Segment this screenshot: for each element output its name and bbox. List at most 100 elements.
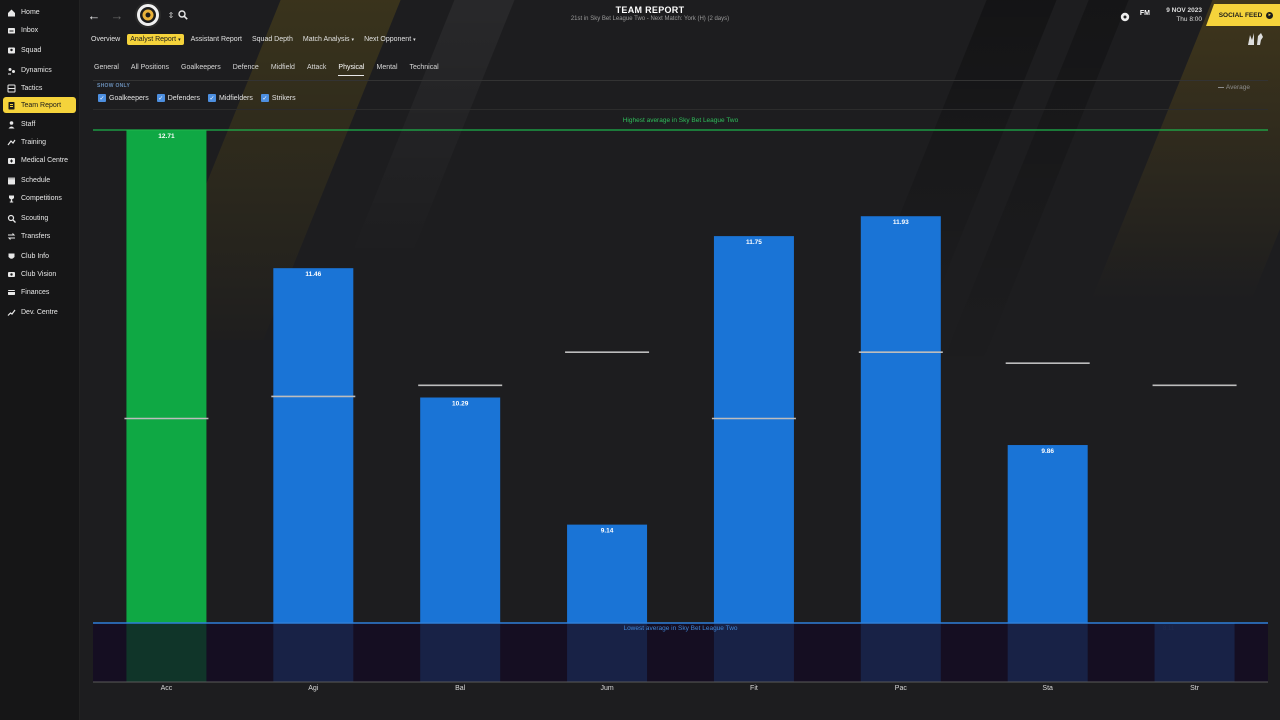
subtab-technical[interactable]: Technical <box>409 64 439 71</box>
category-label: Bal <box>455 685 466 692</box>
band-column-jum <box>567 623 648 682</box>
sidebar-item-label: Inbox <box>21 26 39 34</box>
sidebar-item-transfers[interactable]: Transfers <box>3 228 76 244</box>
chevron-down-icon: ▾ <box>351 37 355 43</box>
tab-label: Squad Depth <box>251 36 293 43</box>
club-switch-icon[interactable]: ⇕ <box>167 10 175 20</box>
sidebar-item-club-vision[interactable]: Club Vision <box>3 266 76 282</box>
sidebar-item-schedule[interactable]: Schedule <box>3 172 76 188</box>
filter-defenders[interactable]: ✓ Defenders <box>156 94 200 102</box>
chevron-down-icon: ▾ <box>413 37 416 43</box>
subtab-midfield[interactable]: Midfield <box>270 64 295 71</box>
club-badge[interactable] <box>135 2 161 28</box>
customise-view-icon[interactable] <box>1245 31 1265 47</box>
sidebar-item-label: Schedule <box>21 176 51 184</box>
sidebar-item-club-info[interactable]: Club Info <box>3 248 76 264</box>
subtab-all-positions[interactable]: All Positions <box>130 64 170 71</box>
sidebar-item-label: Club Info <box>21 252 50 260</box>
tab-overview[interactable]: Overview <box>88 34 123 45</box>
page-title: TEAM REPORT <box>615 5 685 15</box>
checkbox[interactable]: ✓ <box>156 94 165 102</box>
highest-average-label: Highest average in Sky Bet League Two <box>623 117 739 124</box>
band-column-acc <box>126 623 207 682</box>
tab-next-opponent[interactable]: Next Opponent ▾ <box>361 34 419 45</box>
sidebar-item-inbox[interactable]: Inbox <box>3 22 76 38</box>
subtab-attack[interactable]: Attack <box>306 64 327 71</box>
trophy-icon <box>7 194 16 203</box>
shield-icon <box>7 252 16 261</box>
medical-icon <box>7 156 16 165</box>
subtab-defence[interactable]: Defence <box>232 64 259 71</box>
tab-analyst-report[interactable]: Analyst Report ▾ <box>127 34 184 45</box>
tab-squad-depth[interactable]: Squad Depth <box>249 34 296 45</box>
average-legend-label: Average <box>1225 84 1250 91</box>
tab-match-analysis[interactable]: Match Analysis ▾ <box>300 34 357 45</box>
subtab-goalkeepers[interactable]: Goalkeepers <box>181 64 221 71</box>
category-label: Acc <box>161 685 173 692</box>
sidebar-item-medical-centre[interactable]: Medical Centre <box>3 152 76 168</box>
page-subtitle: 21st in Sky Bet League Two - Next Match:… <box>570 16 730 22</box>
checkbox[interactable]: ✓ <box>98 94 106 102</box>
club-crest-icon <box>140 7 156 23</box>
sidebar-item-label: Team Report <box>21 101 62 109</box>
subtab-general[interactable]: General <box>94 64 119 71</box>
staff-icon <box>7 120 16 129</box>
sidebar-item-label: Competitions <box>21 194 62 202</box>
sub-tabs: General All Positions Goalkeepers Defence Mi… <box>94 64 439 76</box>
sidebar-item-label: Transfers <box>21 232 51 240</box>
attribute-chart: 12.71 Acc 11.46 Agi 10.29 Bal 9.14 Jum 11.75 Fit 1… <box>93 110 1268 695</box>
sidebar-item-competitions[interactable]: Competitions <box>3 190 76 206</box>
sidebar-item-label: Tactics <box>21 84 43 92</box>
subtab-mental[interactable]: Mental <box>376 64 398 71</box>
sidebar-item-dynamics[interactable]: Dynamics <box>3 62 76 78</box>
vision-icon <box>7 270 16 279</box>
category-label: Str <box>1190 685 1200 692</box>
checkbox[interactable]: ✓ <box>208 94 216 102</box>
report-icon <box>7 101 16 110</box>
sidebar-item-scouting[interactable]: Scouting <box>3 210 76 226</box>
tab-assistant-report[interactable]: Assistant Report <box>188 34 245 45</box>
sidebar-item-training[interactable]: Training <box>3 134 76 150</box>
filter-goalkeepers[interactable]: ✓ Goalkeepers <box>98 94 149 102</box>
tab-label: Assistant Report <box>190 36 242 43</box>
social-feed-label: SOCIAL FEED <box>1218 11 1263 19</box>
filter-label: Midfielders <box>219 94 253 102</box>
dynamics-icon <box>7 66 16 75</box>
filter-midfielders[interactable]: ✓ Midfielders <box>208 94 253 102</box>
bar-value-label: 9.14 <box>601 528 614 535</box>
social-feed-button[interactable]: SOCIAL FEED ▸ <box>1206 4 1280 26</box>
forward-arrow-icon[interactable]: → <box>110 7 124 23</box>
sidebar-item-finances[interactable]: Finances <box>3 284 76 300</box>
search-icon[interactable] <box>176 8 190 22</box>
subtab-physical[interactable]: Physical <box>338 64 365 76</box>
band-column-sta <box>1007 623 1088 682</box>
filter-label: Defenders <box>167 94 200 102</box>
sidebar-item-home[interactable]: Home <box>3 4 76 20</box>
current-date: 9 NOV 2023 <box>1166 7 1202 14</box>
bar-sta <box>1007 445 1088 623</box>
checkbox[interactable]: ✓ <box>260 94 269 102</box>
average-legend-swatch <box>1217 86 1224 88</box>
sidebar-item-label: Dev. Centre <box>21 308 58 316</box>
bar-value-label: 12.71 <box>158 133 175 140</box>
chevron-down-icon: ▾ <box>178 37 181 43</box>
show-only-heading: SHOW ONLY <box>97 83 131 89</box>
sidebar-item-tactics[interactable]: Tactics <box>3 80 76 96</box>
finances-icon <box>7 288 16 297</box>
filter-strikers[interactable]: ✓ Strikers <box>260 94 296 102</box>
football-icon[interactable] <box>1120 9 1130 22</box>
schedule-icon <box>7 176 16 185</box>
sidebar-item-staff[interactable]: Staff <box>3 116 76 132</box>
sidebar-item-team-report[interactable]: Team Report <box>3 97 76 113</box>
fm-logo[interactable]: FM <box>1139 10 1150 17</box>
chevron-right-icon: ▸ <box>1266 11 1274 19</box>
date-display[interactable]: 9 NOV 2023 Thu 8:00 <box>1166 6 1202 24</box>
sidebar-item-dev-centre[interactable]: Dev. Centre <box>3 304 76 320</box>
category-label: Agi <box>308 685 319 692</box>
sidebar-item-squad[interactable]: Squad <box>3 42 76 58</box>
bar-agi <box>273 268 354 623</box>
sidebar-item-label: Staff <box>21 120 36 128</box>
training-icon <box>7 138 16 147</box>
back-arrow-icon[interactable]: ← <box>87 7 101 23</box>
tab-label: Match Analysis <box>302 36 350 43</box>
